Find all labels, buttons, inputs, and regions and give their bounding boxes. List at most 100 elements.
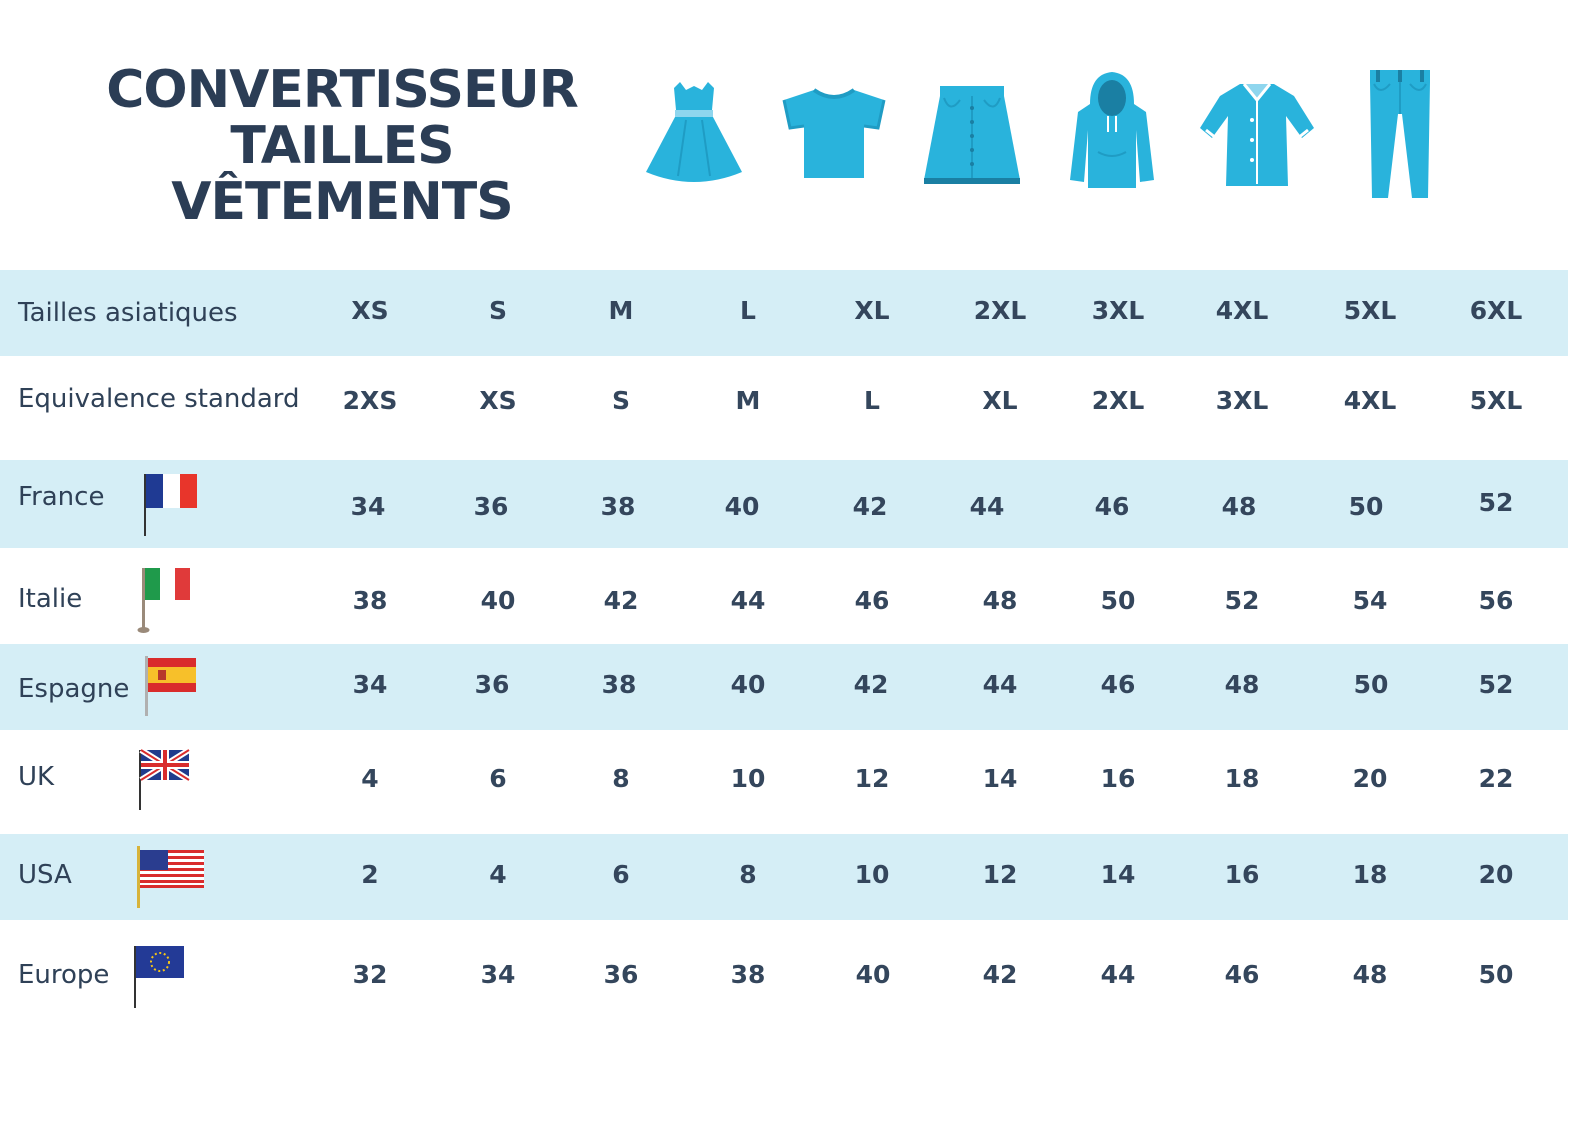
jeans-icon — [1366, 70, 1434, 200]
table-cell: 50 — [1353, 670, 1389, 699]
table-cell: 6 — [489, 764, 507, 793]
header: CONVERTISSEUR TAILLES VÊTEMENTS — [0, 0, 1588, 270]
table-cell: 46 — [854, 586, 890, 615]
table-cell: 50 — [1100, 586, 1136, 615]
table-cell: 12 — [982, 860, 1018, 889]
row-label: Italie — [18, 584, 83, 614]
row-label: Espagne — [18, 674, 130, 704]
table-cell: XL — [982, 386, 1018, 415]
uk-flag-icon — [136, 746, 194, 818]
table-cell: 50 — [1348, 492, 1384, 521]
table-cell: 18 — [1224, 764, 1260, 793]
table-cell: XS — [479, 386, 517, 415]
table-cell: 48 — [1352, 960, 1388, 989]
table-cell: 5XL — [1343, 296, 1397, 325]
row-label: Europe — [18, 960, 110, 990]
tshirt-icon — [780, 86, 888, 182]
table-cell: 2 — [361, 860, 379, 889]
table-cell: 42 — [853, 670, 889, 699]
table-cell: 22 — [1478, 764, 1514, 793]
title-line-1: CONVERTISSEUR — [106, 60, 579, 120]
table-cell: 14 — [982, 764, 1018, 793]
france-flag-icon — [142, 470, 200, 544]
table-row: USA 2 4 6 8 10 12 14 16 18 20 — [0, 834, 1568, 920]
table-cell: 38 — [601, 670, 637, 699]
table-cell: S — [488, 296, 507, 325]
table-cell: 5XL — [1469, 386, 1523, 415]
table-cell: 40 — [480, 586, 516, 615]
table-cell: 42 — [603, 586, 639, 615]
table-cell: 12 — [854, 764, 890, 793]
table-cell: S — [611, 386, 630, 415]
table-cell: 48 — [1224, 670, 1260, 699]
row-label: USA — [18, 860, 72, 890]
italy-flag-icon — [136, 564, 194, 640]
usa-flag-icon — [134, 844, 208, 916]
row-label: Equivalence standard — [18, 384, 300, 414]
table-cell: 44 — [982, 670, 1018, 699]
table-cell: 40 — [730, 670, 766, 699]
table-cell: 38 — [352, 586, 388, 615]
table-cell: 36 — [473, 492, 509, 521]
table-cell: 50 — [1478, 960, 1514, 989]
table-row: UK 4 6 8 10 12 14 16 18 20 22 — [0, 730, 1568, 834]
table-cell: 20 — [1478, 860, 1514, 889]
table-cell: M — [608, 296, 634, 325]
table-cell: 16 — [1100, 764, 1136, 793]
table-row: Espagne 34 36 38 40 42 44 46 48 50 52 — [0, 644, 1568, 730]
table-row: France 34 36 38 40 42 44 46 48 50 52 — [0, 460, 1568, 548]
table-cell: 36 — [603, 960, 639, 989]
size-table: Tailles asiatiques XS S M L XL 2XL 3XL 4… — [0, 270, 1568, 1030]
table-cell: 3XL — [1215, 386, 1269, 415]
table-cell: 46 — [1094, 492, 1130, 521]
table-cell: 48 — [982, 586, 1018, 615]
page-title: CONVERTISSEUR TAILLES VÊTEMENTS — [72, 62, 612, 230]
spain-flag-icon — [142, 654, 200, 724]
table-cell: 4XL — [1343, 386, 1397, 415]
table-cell: 2XL — [973, 296, 1027, 325]
table-cell: 44 — [730, 586, 766, 615]
table-cell: XL — [854, 296, 890, 325]
table-cell: 38 — [600, 492, 636, 521]
table-row: Europe 32 34 36 38 40 42 44 46 48 50 — [0, 920, 1568, 1030]
table-cell: 40 — [855, 960, 891, 989]
table-cell: 18 — [1352, 860, 1388, 889]
table-cell: 4 — [489, 860, 507, 889]
table-cell: 40 — [724, 492, 760, 521]
table-cell: 52 — [1224, 586, 1260, 615]
table-cell: 20 — [1352, 764, 1388, 793]
table-cell: 48 — [1221, 492, 1257, 521]
table-cell: 56 — [1478, 586, 1514, 615]
eu-flag-icon — [132, 942, 190, 1016]
table-cell: 32 — [352, 960, 388, 989]
table-cell: L — [740, 296, 756, 325]
table-row: Italie 38 40 42 44 46 48 50 52 54 56 — [0, 548, 1568, 644]
table-cell: 4XL — [1215, 296, 1269, 325]
table-cell: 6 — [612, 860, 630, 889]
table-cell: 2XS — [342, 386, 398, 415]
table-cell: 34 — [350, 492, 386, 521]
table-cell: 42 — [852, 492, 888, 521]
table-cell: 6XL — [1469, 296, 1523, 325]
table-cell: 46 — [1224, 960, 1260, 989]
table-cell: 46 — [1100, 670, 1136, 699]
table-cell: 16 — [1224, 860, 1260, 889]
table-cell: 36 — [474, 670, 510, 699]
row-label: France — [18, 482, 105, 512]
table-cell: M — [735, 386, 761, 415]
table-cell: 38 — [730, 960, 766, 989]
row-label: Tailles asiatiques — [18, 298, 238, 328]
coat-icon — [1198, 80, 1316, 190]
table-row: Tailles asiatiques XS S M L XL 2XL 3XL 4… — [0, 270, 1568, 356]
table-cell: 10 — [730, 764, 766, 793]
table-cell: 42 — [982, 960, 1018, 989]
row-label: UK — [18, 762, 55, 792]
table-cell: 52 — [1478, 488, 1514, 517]
table-row: Equivalence standard 2XS XS S M L XL 2XL… — [0, 356, 1568, 460]
table-cell: 14 — [1100, 860, 1136, 889]
title-line-2: TAILLES VÊTEMENTS — [171, 116, 513, 232]
table-cell: 44 — [1100, 960, 1136, 989]
table-cell: 8 — [739, 860, 757, 889]
table-cell: 8 — [612, 764, 630, 793]
hoodie-icon — [1068, 70, 1156, 190]
